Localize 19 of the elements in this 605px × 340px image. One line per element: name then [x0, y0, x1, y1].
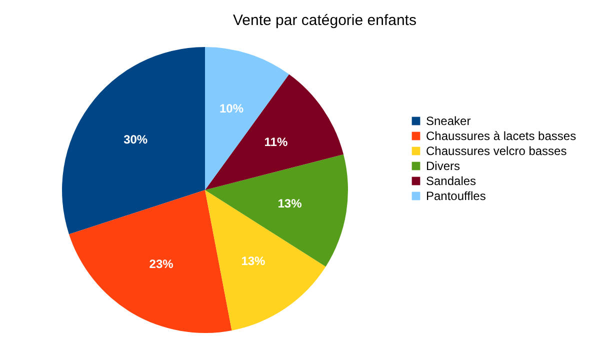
legend-label: Sneaker [426, 114, 471, 128]
pie-slice [62, 47, 205, 234]
pie-slice [205, 47, 290, 190]
legend-label: Divers [426, 159, 460, 173]
data-label: 13% [278, 196, 302, 210]
chart-title: Vente par catégorie enfants [233, 12, 416, 29]
data-label: 11% [264, 134, 288, 149]
legend-label: Sandales [426, 174, 476, 188]
data-label: 13% [241, 254, 266, 268]
legend-label: Pantouffles [426, 189, 486, 203]
pie-slice [69, 190, 232, 333]
legend-label: Chaussures à lacets basses [426, 129, 576, 143]
data-label: 23% [149, 256, 174, 271]
legend-label: Chaussures velcro basses [426, 144, 567, 158]
pie-slice [205, 74, 344, 190]
data-label: 30% [124, 132, 148, 147]
data-label: 10% [220, 101, 244, 116]
pie-slice [205, 190, 326, 330]
pie-slice [205, 154, 348, 267]
